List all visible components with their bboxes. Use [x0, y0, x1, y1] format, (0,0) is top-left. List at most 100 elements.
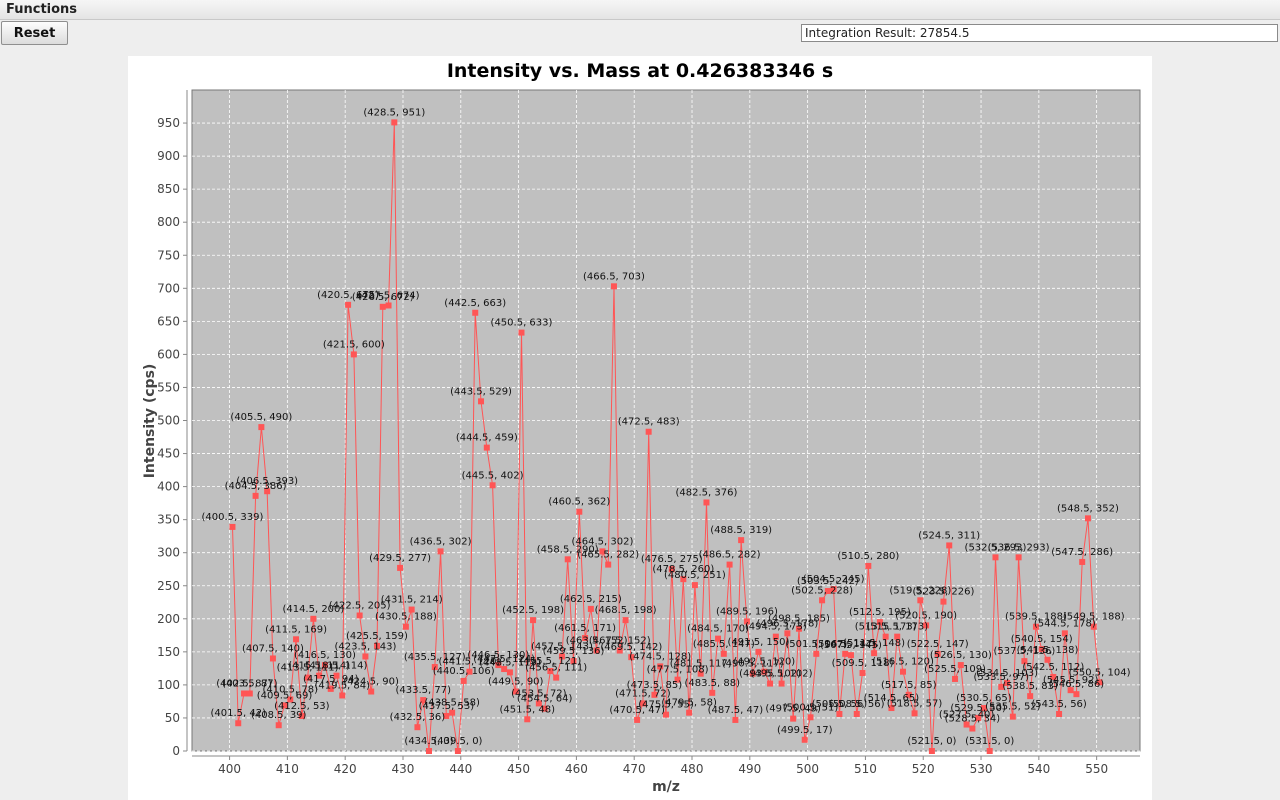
- data-point: [674, 676, 681, 683]
- data-label: (550.5, 104): [1069, 667, 1131, 678]
- data-point: [281, 702, 288, 709]
- data-point: [738, 537, 745, 544]
- x-tick-label: 410: [276, 762, 299, 776]
- data-point: [911, 710, 918, 717]
- data-point: [535, 700, 542, 707]
- data-label: (466.5, 703): [583, 271, 645, 282]
- data-label: (411.5, 169): [265, 624, 327, 635]
- data-point: [691, 582, 698, 589]
- data-point: [1009, 713, 1016, 720]
- y-tick-label: 600: [157, 347, 180, 361]
- data-label: (437.5, 53): [419, 701, 475, 712]
- y-tick-label: 900: [157, 149, 180, 163]
- data-label: (529.5, 50): [950, 703, 1006, 714]
- data-point: [622, 617, 629, 624]
- data-point: [882, 633, 889, 640]
- data-label: (420.5, 675): [317, 290, 379, 301]
- data-label: (444.5, 459): [456, 433, 518, 444]
- y-tick-label: 300: [157, 546, 180, 560]
- data-label: (475.5, 55): [638, 700, 694, 711]
- axes: 400 410 420 430 440 450 460 470 480 490 500 510 520 5…: [157, 90, 1140, 776]
- data-label: (432.5, 36): [390, 712, 446, 723]
- data-label: (497.5, 49): [765, 704, 821, 715]
- data-label: (538.5, 83): [1002, 681, 1058, 692]
- data-point: [321, 662, 328, 669]
- chart-title: Intensity vs. Mass at 0.426383346 s: [447, 60, 833, 82]
- data-point: [709, 689, 716, 696]
- data-point: [391, 119, 398, 126]
- data-label: (514.5, 65): [864, 693, 920, 704]
- y-tick-label: 750: [157, 248, 180, 262]
- data-point: [576, 508, 583, 515]
- reset-button[interactable]: Reset: [1, 21, 68, 45]
- data-point: [1056, 710, 1063, 717]
- data-point: [466, 668, 473, 675]
- x-tick-label: 450: [507, 762, 530, 776]
- data-label: (458.5, 290): [537, 544, 599, 555]
- data-point: [1021, 658, 1028, 665]
- data-label: (487.5, 47): [708, 705, 764, 716]
- data-label: (460.5, 362): [548, 497, 610, 508]
- data-label: (445.5, 402): [462, 470, 524, 481]
- data-label: (502.5, 228): [791, 585, 853, 596]
- data-point: [506, 669, 513, 676]
- data-label: (424.5, 90): [343, 677, 399, 688]
- data-label: (488.5, 319): [710, 525, 772, 536]
- data-point: [489, 482, 496, 489]
- data-label: (400.5, 339): [202, 512, 264, 523]
- x-tick-label: 430: [392, 762, 415, 776]
- integration-result-field[interactable]: Integration Result: 27854.5: [801, 24, 1278, 42]
- data-label: (418.5, 114): [306, 661, 368, 672]
- data-point: [350, 351, 357, 358]
- data-point: [420, 697, 427, 704]
- menu-functions[interactable]: Functions: [6, 2, 78, 17]
- data-point: [339, 692, 346, 699]
- data-point: [373, 642, 380, 649]
- data-point: [801, 736, 808, 743]
- data-label: (457.5, 143): [531, 641, 593, 652]
- data-point: [229, 523, 236, 530]
- data-point: [778, 680, 785, 687]
- data-label: (412.5, 53): [274, 701, 330, 712]
- data-point: [1015, 554, 1022, 561]
- data-label: (513.5, 173): [855, 622, 917, 633]
- data-point: [1032, 623, 1039, 630]
- data-point: [252, 492, 259, 499]
- data-point: [876, 619, 883, 626]
- data-label: (509.5, 118): [832, 658, 894, 669]
- data-label: (435.5, 127): [404, 652, 466, 663]
- data-point: [408, 606, 415, 613]
- data-point: [813, 650, 820, 657]
- data-label: (496.5, 178): [756, 618, 818, 629]
- data-point: [587, 605, 594, 612]
- data-label: (492.5, 120): [733, 657, 795, 668]
- y-tick-label: 100: [157, 678, 180, 692]
- data-point: [368, 688, 375, 695]
- data-label: (452.5, 198): [502, 605, 564, 616]
- data-point: [784, 630, 791, 637]
- data-label: (454.5, 64): [517, 694, 573, 705]
- y-tick-label: 550: [157, 380, 180, 394]
- data-label: (536.5, 293): [988, 542, 1050, 553]
- data-point: [824, 588, 831, 595]
- x-tick-label: 400: [218, 762, 241, 776]
- data-point: [293, 636, 300, 643]
- data-point: [836, 710, 843, 717]
- data-label: (507.5, 145): [820, 640, 882, 651]
- data-label: (519.5, 228): [889, 585, 951, 596]
- data-point: [934, 650, 941, 657]
- data-point: [1090, 623, 1097, 630]
- data-label: (403.5, 87): [222, 678, 278, 689]
- data-label: (546.5, 86): [1049, 679, 1105, 690]
- data-point: [888, 705, 895, 712]
- data-point: [605, 561, 612, 568]
- chart-panel: Intensity vs. Mass at 0.426383346 s 400 4…: [128, 56, 1152, 800]
- data-label: (401.5, 42): [210, 708, 266, 719]
- data-point: [686, 709, 693, 716]
- data-label: (524.5, 311): [918, 530, 980, 541]
- data-point: [842, 650, 849, 657]
- data-label: (438.5, 58): [424, 698, 480, 709]
- data-point: [327, 685, 334, 692]
- data-point: [795, 625, 802, 632]
- data-label: (446.5, 130): [467, 650, 529, 661]
